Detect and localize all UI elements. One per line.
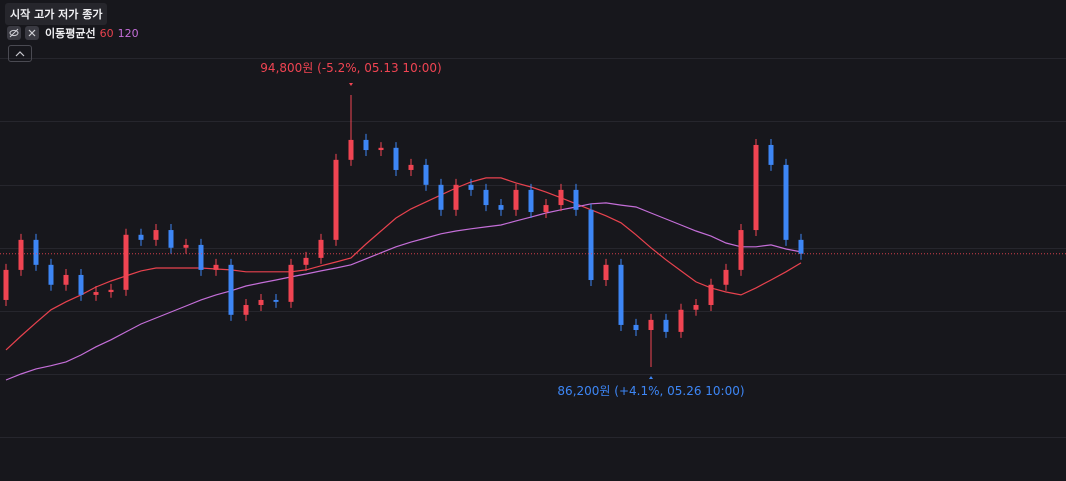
candle-body	[648, 319, 654, 330]
candle-body	[768, 144, 774, 165]
candle-body	[288, 264, 294, 302]
low-marker	[649, 376, 653, 379]
candle-body	[438, 184, 444, 210]
candle-body	[603, 264, 609, 281]
candle-body	[633, 324, 639, 330]
candle-body	[228, 264, 234, 315]
candle-body	[708, 284, 714, 306]
candle-body	[588, 209, 594, 281]
candle-body	[513, 189, 519, 210]
candle-body	[528, 189, 534, 213]
candle-body	[198, 244, 204, 270]
candle-body	[663, 319, 669, 332]
candle-body	[798, 239, 804, 254]
candle-body	[93, 292, 99, 295]
candle-body	[63, 274, 69, 285]
ohlc-header: 시작 고가 저가 종가	[5, 3, 108, 25]
eye-icon	[9, 28, 19, 38]
close-icon	[28, 29, 36, 37]
candle-body	[363, 139, 369, 151]
high-annotation: 94,800원 (-5.2%, 05.13 10:00)	[260, 61, 441, 75]
candle-body	[258, 299, 264, 306]
candle-body	[573, 189, 579, 210]
candle-body	[318, 239, 324, 258]
candle-body	[393, 147, 399, 170]
candle-body	[453, 184, 459, 210]
candle-body	[108, 289, 114, 293]
candle-body	[408, 164, 414, 170]
ma-periods: 60 120	[100, 27, 139, 40]
legend-entry: 120	[117, 26, 139, 40]
collapse-button[interactable]	[8, 45, 32, 62]
candle-body	[168, 230, 174, 248]
candle-body	[138, 234, 144, 240]
legend-entry: 60	[99, 26, 114, 40]
candle-body	[18, 239, 24, 270]
candle-body	[33, 239, 39, 265]
candle-body	[723, 269, 729, 285]
candle-body	[543, 205, 549, 213]
candle-body	[3, 269, 9, 300]
indicator-legend: 이동평균선 60 120	[7, 25, 139, 41]
candle-body	[378, 147, 384, 151]
candle-body	[153, 230, 159, 240]
candle-body	[303, 257, 309, 265]
remove-indicator[interactable]	[25, 26, 39, 40]
candle-body	[183, 244, 189, 248]
candle-body	[273, 299, 279, 302]
candle-body	[48, 264, 54, 285]
candle-body	[753, 144, 759, 231]
candle-body	[783, 164, 789, 240]
candle-body	[498, 205, 504, 210]
candle-body	[738, 230, 744, 270]
low-annotation: 86,200원 (+4.1%, 05.26 10:00)	[557, 384, 744, 398]
moving-average-line	[5, 177, 802, 351]
high-marker	[349, 83, 353, 86]
candle-body	[468, 184, 474, 190]
moving-average-line	[5, 202, 802, 381]
candle-body	[213, 264, 219, 270]
grid	[0, 58, 1066, 438]
candle-body	[123, 234, 129, 290]
candle-body	[483, 189, 489, 206]
candle-body	[618, 264, 624, 325]
candle-body	[423, 164, 429, 185]
candle-body	[558, 189, 564, 206]
chevron-icon	[15, 50, 25, 56]
candle-body	[243, 305, 249, 315]
candle-body	[693, 305, 699, 310]
candle-body	[78, 274, 84, 295]
candle-body	[678, 309, 684, 332]
visibility-toggle[interactable]	[7, 26, 21, 40]
candle-body	[333, 159, 339, 240]
indicator-name: 이동평균선	[45, 27, 96, 40]
candle-body	[348, 139, 354, 160]
